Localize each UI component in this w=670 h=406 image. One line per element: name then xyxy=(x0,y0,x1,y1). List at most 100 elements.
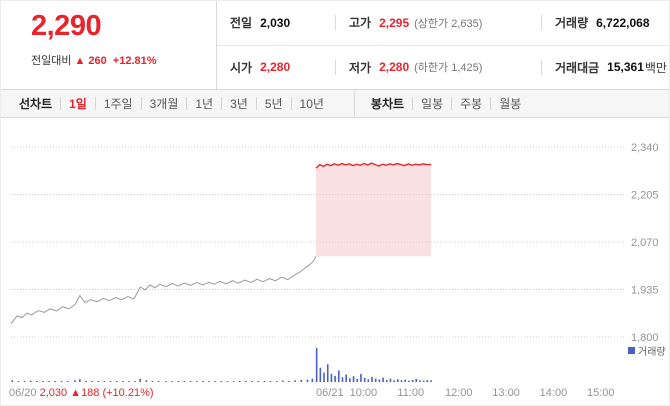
volume-legend-swatch xyxy=(628,347,635,354)
x-axis-label: 13:00 xyxy=(492,387,520,399)
volume-bar xyxy=(378,379,381,382)
volume-bar xyxy=(103,380,106,382)
tab-5year[interactable]: 5년 xyxy=(255,97,291,111)
tab-3year[interactable]: 3년 xyxy=(221,97,256,111)
tab-weekly[interactable]: 주봉 xyxy=(451,97,490,111)
line-chart-tabs: 선차트 1일 1주일 3개월 1년 3년 5년 10년 xyxy=(1,97,332,111)
current-price: 2,290 xyxy=(31,10,102,42)
volume-bar xyxy=(134,381,137,382)
volume-bar xyxy=(315,348,318,382)
price-box: 2,290 전일대비 ▲ 260 +12.81% xyxy=(1,1,216,89)
volume-legend-label: 거래량 xyxy=(638,346,666,358)
tab-monthly[interactable]: 월봉 xyxy=(490,97,529,111)
volume-bar xyxy=(91,381,93,382)
stat-open: 시가 2,280 xyxy=(230,60,291,75)
chart-period-tabbar: 선차트 1일 1주일 3개월 1년 3년 5년 10년 봉차트 일봉 주봉 월봉 xyxy=(1,89,669,118)
change-percent: +12.81% xyxy=(112,55,157,67)
volume-bar xyxy=(66,381,69,382)
volume-bar xyxy=(323,372,325,382)
volume-bar xyxy=(371,376,373,382)
volume-bar xyxy=(208,381,210,382)
volume-bar xyxy=(282,380,284,382)
x-axis-label: 15:00 xyxy=(587,387,615,399)
volume-bar xyxy=(411,379,414,382)
volume-bar xyxy=(408,380,410,382)
volume-bar xyxy=(356,378,359,382)
volume-bar xyxy=(220,380,223,382)
volume-bar xyxy=(306,379,309,382)
tab-1year[interactable]: 1년 xyxy=(186,97,221,111)
volume-bar xyxy=(238,381,241,382)
volume-bar xyxy=(183,381,186,382)
tab-daily[interactable]: 일봉 xyxy=(412,97,451,111)
volume-bar xyxy=(115,381,118,382)
volume-bar xyxy=(400,380,403,382)
stat-low: 저가 2,280 (하한가 1,425) xyxy=(335,59,541,75)
tab-1week[interactable]: 1주일 xyxy=(94,97,141,111)
volume-bar xyxy=(430,380,432,382)
volume-bar xyxy=(275,381,278,382)
volume-bar xyxy=(311,378,314,382)
gain-area xyxy=(316,163,432,257)
volume-bar xyxy=(419,380,421,382)
volume-bar xyxy=(145,380,148,382)
tab-1day[interactable]: 1일 xyxy=(60,97,95,111)
change-label: 전일대비 xyxy=(31,55,72,67)
volume-bar xyxy=(269,381,272,382)
volume-bar xyxy=(151,380,154,382)
up-arrow-icon: ▲ xyxy=(74,55,86,67)
volume-bar xyxy=(367,379,370,382)
stock-summary-header: 2,290 전일대비 ▲ 260 +12.81% 전일 2,030 고가 2,295… xyxy=(1,1,669,90)
volume-bar xyxy=(345,374,347,382)
volume-bar xyxy=(48,381,50,382)
y-axis-label: 2,070 xyxy=(631,237,659,249)
tab-line-chart[interactable]: 선차트 xyxy=(19,97,53,111)
volume-bar xyxy=(352,376,355,382)
y-axis-label: 2,205 xyxy=(631,190,659,202)
daily-stats: 전일 2,030 고가 2,295 (상한가 2,635) 거래량 6,722,… xyxy=(216,1,669,89)
tab-3month[interactable]: 3개월 xyxy=(140,97,187,111)
x-axis-label: 10:00 xyxy=(350,387,378,399)
y-axis-label: 2,340 xyxy=(631,142,659,154)
volume-bar xyxy=(263,380,266,382)
volume-bar xyxy=(42,380,44,382)
volume-bar xyxy=(139,378,141,382)
volume-bar xyxy=(404,379,407,382)
volume-bar xyxy=(17,380,20,382)
volume-bar xyxy=(79,379,81,382)
volume-bar xyxy=(128,380,130,382)
stat-high: 고가 2,295 (상한가 2,635) xyxy=(335,15,541,31)
candle-chart-tabs: 봉차트 일봉 주봉 월봉 xyxy=(355,97,529,111)
stat-volume: 거래량 6,722,068 xyxy=(541,15,669,31)
price-chart: 2,340 2,205 2,070 1,935 1,800 06/21 10:00 11:00… xyxy=(9,142,666,399)
volume-bar xyxy=(202,381,204,382)
volume-bar xyxy=(232,381,235,382)
x-axis-label: 12:00 xyxy=(445,387,473,399)
volume-bar xyxy=(397,379,399,382)
volume-bar xyxy=(360,373,362,382)
volume-bar xyxy=(341,377,344,382)
stats-row-1: 전일 2,030 고가 2,295 (상한가 2,635) 거래량 6,722,… xyxy=(217,1,669,46)
volume-bar xyxy=(226,381,229,382)
prev-day-summary: 06/20 2,030 ▲188 (+10.21%) xyxy=(9,387,154,399)
chart-area: 2,340 2,205 2,070 1,935 1,800 06/21 10:00 11:00… xyxy=(1,118,669,405)
tab-10year[interactable]: 10년 xyxy=(290,97,332,111)
volume-bar xyxy=(389,378,392,382)
volume-bar xyxy=(11,380,14,382)
x-axis-label: 06/21 xyxy=(316,387,344,399)
volume-bar xyxy=(319,367,322,382)
stats-row-2: 시가 2,280 저가 2,280 (하한가 1,425) 거래대금 15,36… xyxy=(217,46,669,90)
tab-candle-chart[interactable]: 봉차트 xyxy=(370,97,405,111)
volume-bar xyxy=(171,380,173,382)
volume-bar xyxy=(122,381,124,382)
volume-bar xyxy=(189,381,192,382)
volume-bar xyxy=(334,375,336,382)
volume-bar xyxy=(29,380,32,382)
volume-bar xyxy=(74,380,76,382)
volume-bar xyxy=(85,380,87,382)
volume-bar xyxy=(382,377,384,382)
volume-bar xyxy=(393,380,395,382)
volume-bar xyxy=(288,380,290,382)
volume-bar xyxy=(374,378,377,382)
